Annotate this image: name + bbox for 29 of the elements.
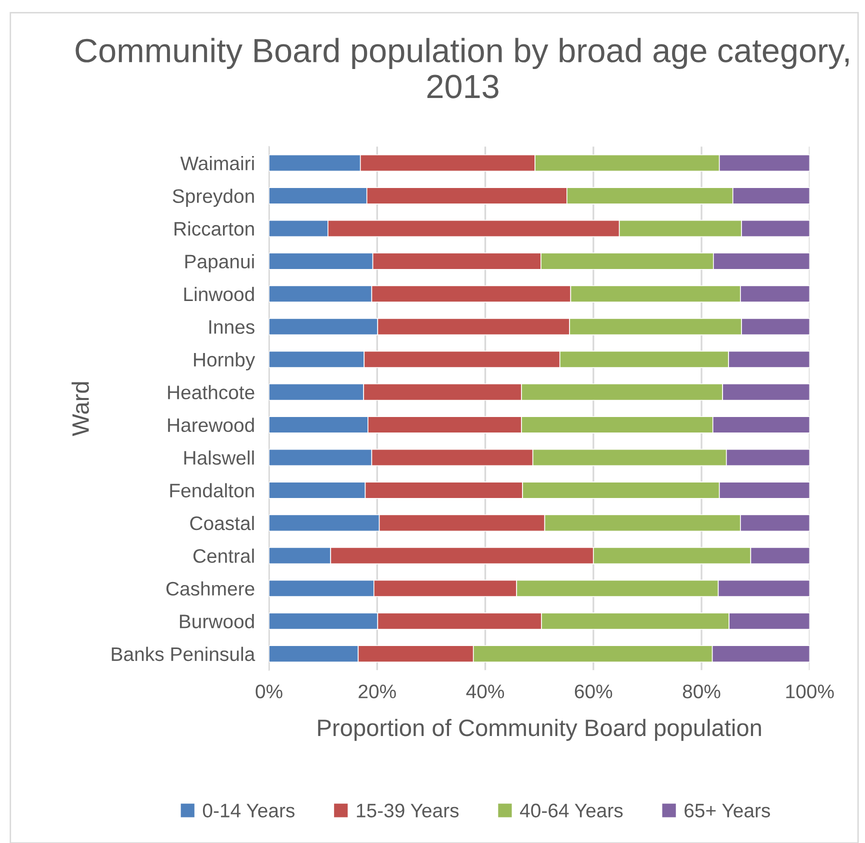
x-axis-title: Proportion of Community Board population	[318, 718, 761, 741]
x-tick-label: 40%	[466, 684, 504, 698]
x-tick-label: 80%	[682, 684, 720, 698]
x-tick-label: 20%	[358, 684, 396, 698]
x-tick-label: 100%	[786, 684, 834, 698]
y-tick-label: Linwood	[184, 286, 254, 302]
y-tick-label: Innes	[209, 320, 254, 334]
y-tick-label: Banks Peninsula	[112, 646, 256, 662]
y-tick-label: Coastal	[190, 516, 254, 530]
legend-label: 0-14 Years	[202, 804, 294, 818]
x-tick-label: 0%	[256, 684, 282, 698]
y-tick-label: Burwood	[180, 614, 254, 628]
y-axis-title: Ward	[72, 382, 89, 436]
y-tick-label: Riccarton	[174, 221, 254, 236]
y-tick-label: Heathcote	[168, 385, 254, 400]
chart-title: Community Board population by broad age category, 2013	[76, 38, 849, 98]
y-tick-label: Central	[193, 548, 254, 563]
legend-label: 65+ Years	[684, 804, 770, 818]
y-tick-label: Spreydon	[172, 188, 254, 207]
y-tick-label: Waimairi	[180, 156, 254, 170]
y-tick-label: Cashmere	[166, 581, 254, 596]
y-tick-label: Papanui	[185, 254, 254, 272]
x-tick-label: 60%	[574, 684, 612, 698]
legend-label: 40-64 Years	[520, 804, 623, 818]
y-tick-label: Hornby	[194, 352, 256, 370]
y-tick-label: Fendalton	[170, 483, 254, 498]
legend-label: 15-39 Years	[356, 804, 459, 818]
y-tick-label: Halswell	[184, 450, 254, 465]
y-tick-label: Harewood	[168, 418, 254, 432]
